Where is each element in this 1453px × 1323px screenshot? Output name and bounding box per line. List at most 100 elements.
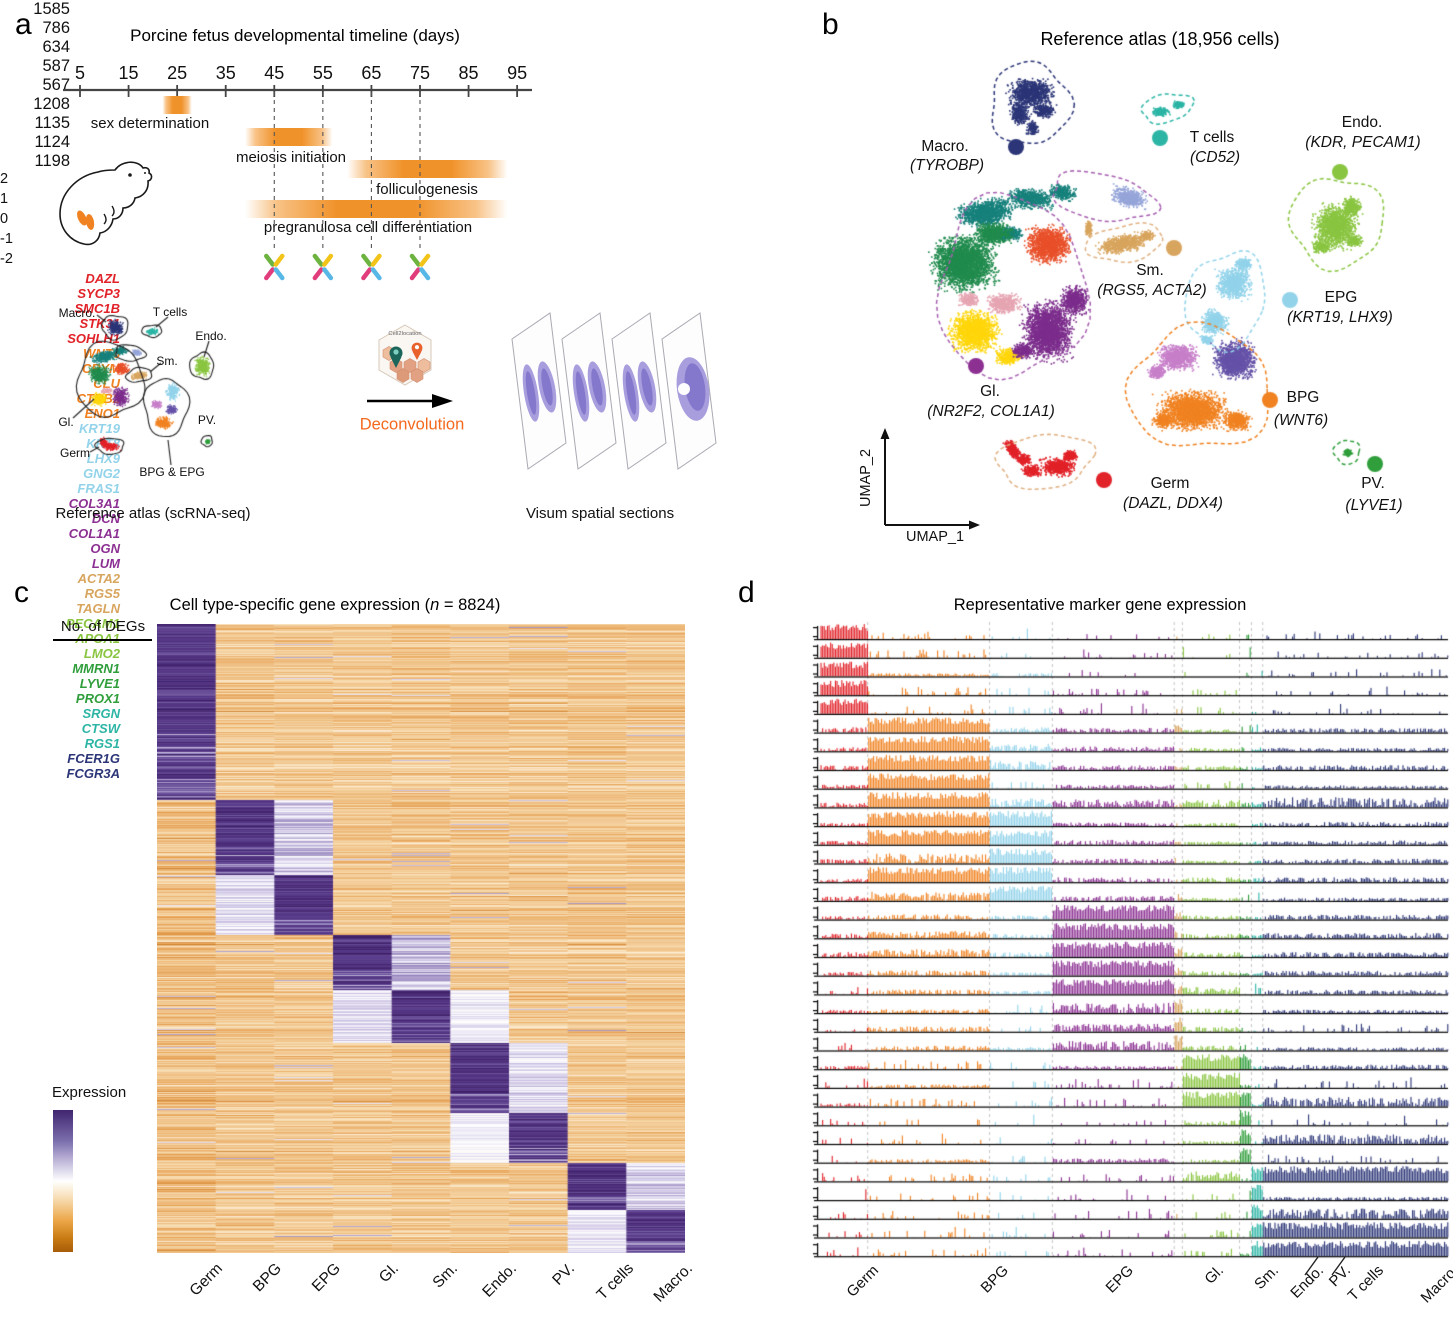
gene-label: MMRN1 [72, 661, 120, 676]
deconvolution-arrow [367, 394, 453, 408]
umap-cluster-genes: (CD52) [1190, 149, 1240, 166]
colorbar-tick-mark [0, 269, 4, 271]
umap-axes [880, 428, 980, 530]
timeline-tick-label: 55 [313, 63, 333, 83]
gene-label: LYVE1 [79, 676, 120, 691]
timeline-event-label: meiosis initiation [236, 149, 346, 166]
mini-atlas-label: T cells [152, 305, 188, 319]
spatial-slides-illustration [511, 312, 717, 470]
heatmap-title-n: n [430, 596, 440, 614]
colorbar-tick-label: 2 [0, 171, 9, 187]
mini-atlas-label: Endo. [195, 329, 227, 343]
deg-count: 1198 [34, 152, 70, 170]
timeline-event-label: sex determination [91, 115, 209, 132]
heatmap-x-label: BPG [249, 1260, 286, 1296]
heatmap-x-label: Germ [186, 1260, 227, 1300]
umap-cluster-name: Germ [1150, 475, 1190, 492]
chromium-x-icon [409, 253, 431, 281]
timeline-tick-label: 45 [264, 63, 284, 83]
gene-label: FCGR3A [66, 766, 120, 781]
deconvolution-label: Deconvolution [359, 415, 465, 434]
timeline-tick-label: 35 [216, 63, 236, 83]
slide [611, 312, 667, 470]
umap-cluster-name: EPG [1324, 289, 1358, 306]
panel-a-label: a [15, 8, 32, 41]
umap-cluster-genes: (NR2F2, COL1A1) [927, 403, 1055, 420]
umap-cluster-genes: (WNT6) [1273, 412, 1329, 429]
timeline-event-band [347, 160, 508, 178]
heatmap-title-suffix: = 8824) [439, 596, 501, 614]
deg-count: 786 [42, 19, 70, 37]
gene-label: DCN [91, 511, 120, 526]
deg-count: 587 [42, 57, 70, 75]
chromium-x-icon [361, 253, 382, 281]
deg-count: 1208 [33, 95, 70, 113]
gene-label: ACTA2 [77, 571, 120, 586]
chromium-x-icon [312, 253, 334, 281]
mini-umap-atlas [50, 293, 315, 493]
cell2location-icon: Cell2location [378, 324, 432, 386]
colorbar-tick-mark [0, 229, 4, 231]
colorbar-tick-mark [0, 209, 4, 211]
timeline-event-band [245, 200, 508, 218]
tracks-x-label: EPG [1102, 1262, 1138, 1297]
timeline-tick-label: 75 [410, 63, 430, 83]
timeline-tick-label: 95 [507, 63, 527, 83]
umap-cluster-genes: (KDR, PECAM1) [1305, 134, 1421, 151]
expression-heatmap [157, 624, 685, 1253]
umap-cluster-name: Macro. [921, 138, 969, 155]
deg-count: 1124 [34, 133, 70, 151]
timeline-event-label: pregranulosa cell differentiation [264, 219, 472, 236]
umap-cluster-genes: (LYVE1) [1345, 497, 1403, 514]
gene-label: LUM [91, 556, 120, 571]
umap-cluster-name: T cells [1189, 129, 1235, 146]
mini-atlas-label: Gl. [58, 415, 74, 429]
umap-y-axis-label: UMAP_2 [858, 448, 874, 508]
timeline-tick-label: 25 [167, 63, 187, 83]
umap-cluster-genes: (RGS5, ACTA2) [1097, 282, 1207, 299]
timeline-tick-label: 65 [361, 63, 381, 83]
timeline-tick-label: 85 [459, 63, 479, 83]
panel-c-label: c [14, 576, 29, 609]
heatmap-x-label: T cells [593, 1260, 638, 1304]
umap-cluster-name: Gl. [980, 383, 1000, 400]
slide [561, 312, 617, 470]
gene-label: PROX1 [75, 691, 120, 706]
slide [511, 312, 567, 470]
colorbar-tick-label: -1 [0, 231, 13, 247]
umap-cluster-name: PV. [1361, 475, 1385, 492]
colorbar-ticks: 2 1 0 -1 -2 [0, 171, 1453, 271]
heatmap-x-label: Macro. [650, 1260, 697, 1306]
heatmap-x-label: EPG [308, 1260, 345, 1296]
umap-cluster-genes: (KRT19, LHX9) [1287, 309, 1393, 326]
tracks-x-label: Germ [843, 1262, 883, 1301]
colorbar-tick-mark [0, 247, 4, 249]
developmental-timeline: 5 15 25 35 45 55 65 75 85 95 sex determination meio… [59, 63, 532, 281]
marker-gene-tracks [808, 620, 1453, 1270]
gene-label: RGS1 [84, 736, 120, 751]
gene-label: PECAM1 [65, 616, 120, 631]
expression-colorbar [53, 1110, 73, 1252]
gene-label: DAZL [85, 271, 120, 286]
panel-d-label: d [738, 576, 755, 609]
timeline-tick-label: 15 [119, 63, 139, 83]
chromium-x-icon [264, 253, 285, 281]
gene-label: APOA1 [0, 631, 120, 646]
mini-atlas-label: BPG & EPG [139, 465, 205, 479]
colorbar-tick-label: 1 [0, 191, 9, 207]
heatmap-x-label: Sm. [429, 1260, 462, 1292]
degs-header: No. of DEGs [60, 618, 146, 635]
umap-cluster-name: Endo. [1341, 114, 1383, 131]
umap-x-axis-label: UMAP_1 [905, 529, 965, 545]
timeline-tick-label: 5 [75, 63, 85, 83]
heatmap-title-prefix: Cell type-specific gene expression ( [169, 596, 431, 614]
colorbar-tick-label: 0 [0, 211, 9, 227]
tracks-title: Representative marker gene expression [953, 596, 1247, 614]
gene-label: SRGN [82, 706, 120, 721]
gene-label: FCER1G [67, 751, 120, 766]
umap-scatter [820, 20, 1453, 560]
tracks-x-label: Macro. [1417, 1262, 1453, 1307]
tracks-x-label: BPG [977, 1262, 1013, 1297]
colorbar-tick-mark [0, 207, 4, 209]
gene-label: OGN [90, 541, 120, 556]
